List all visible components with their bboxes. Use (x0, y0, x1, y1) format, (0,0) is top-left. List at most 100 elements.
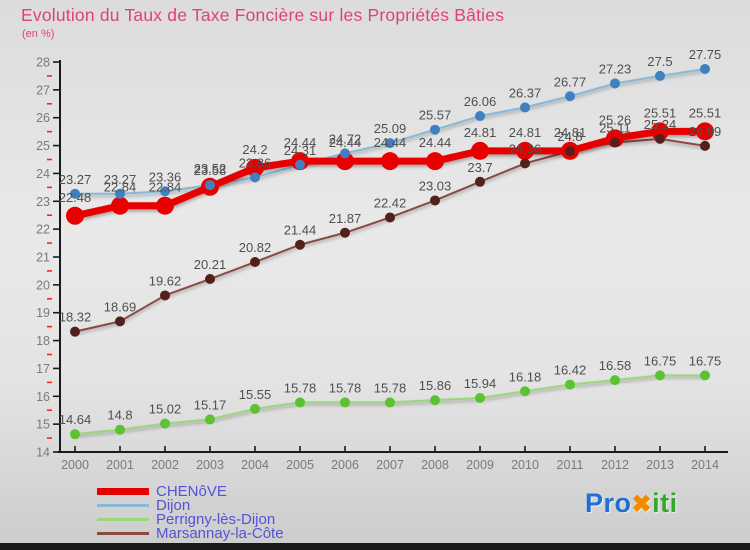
point-label-marsannay-la-cote: 20.21 (194, 257, 227, 272)
data-point-perrigny-les-dijon (655, 370, 665, 381)
y-tick-label: 18 (36, 334, 50, 348)
logo-text-pro: Pro (585, 488, 632, 518)
data-point-perrigny-les-dijon (250, 403, 260, 414)
data-point-perrigny-les-dijon (115, 424, 125, 435)
point-label-dijon: 23.58 (194, 163, 227, 178)
point-label-chenove: 22.84 (104, 180, 137, 195)
data-point-chenove (66, 206, 84, 225)
x-tick-label: 2012 (601, 458, 629, 472)
legend-label: Dijon (156, 497, 191, 515)
point-label-perrigny-les-dijon: 16.42 (554, 363, 587, 378)
x-tick-label: 2010 (511, 458, 539, 472)
data-point-chenove (156, 196, 174, 215)
point-label-dijon: 24.31 (284, 143, 317, 158)
data-point-dijon (655, 70, 665, 81)
y-tick-label: 27 (36, 83, 50, 97)
point-label-chenove: 25.51 (644, 105, 677, 120)
x-tick-label: 2001 (106, 458, 134, 472)
y-tick-label: 19 (36, 306, 50, 320)
point-label-chenove: 24.81 (464, 125, 497, 140)
data-point-dijon (700, 63, 710, 74)
data-point-perrigny-les-dijon (520, 386, 530, 397)
point-label-marsannay-la-cote: 25.24 (644, 117, 677, 132)
point-label-dijon: 26.37 (509, 85, 542, 100)
proxiti-logo[interactable]: Pro✖iti (585, 488, 678, 519)
point-label-perrigny-les-dijon: 15.86 (419, 378, 452, 393)
point-label-chenove: 24.44 (419, 135, 452, 150)
data-point-perrigny-les-dijon (160, 418, 170, 429)
chart-subtitle: (en %) (22, 28, 55, 40)
point-label-dijon: 23.86 (239, 155, 272, 170)
point-label-perrigny-les-dijon: 16.18 (509, 369, 542, 384)
legend-label: Marsannay-la-Côte (156, 524, 284, 542)
x-tick-label: 2003 (196, 458, 224, 472)
legend-label: CHENôVE (156, 483, 227, 501)
x-tick-label: 2005 (286, 458, 314, 472)
data-point-perrigny-les-dijon (70, 429, 80, 440)
chart-legend: CHENôVE Dijon Perrigny-lès-Dijon Marsannay-… (97, 483, 284, 542)
data-point-chenove (516, 141, 534, 160)
data-point-marsannay-la-cote (115, 316, 125, 327)
data-point-marsannay-la-cote (340, 227, 350, 238)
y-tick-label: 17 (36, 362, 50, 376)
data-point-perrigny-les-dijon (385, 397, 395, 408)
legend-item-marsannay-la-cote: Marsannay-la-Côte (97, 524, 284, 542)
y-tick-label: 20 (36, 278, 50, 292)
data-point-chenove (696, 122, 714, 141)
point-label-chenove: 23.52 (194, 161, 227, 176)
point-label-marsannay-la-cote: 20.82 (239, 240, 272, 255)
point-label-dijon: 27.75 (689, 47, 722, 62)
point-label-dijon: 25.57 (419, 108, 452, 123)
point-label-perrigny-les-dijon: 16.75 (689, 353, 722, 368)
legend-item-chenove: CHENôVE (97, 483, 284, 501)
point-label-marsannay-la-cote: 24.8 (557, 129, 582, 144)
data-point-perrigny-les-dijon (340, 397, 350, 408)
point-label-marsannay-la-cote: 18.69 (104, 299, 137, 314)
point-label-perrigny-les-dijon: 14.64 (59, 412, 92, 427)
point-label-chenove: 24.81 (509, 125, 542, 140)
x-tick-label: 2006 (331, 458, 359, 472)
data-point-dijon (160, 186, 170, 197)
y-tick-label: 24 (36, 167, 50, 181)
chart-canvas: 14 15 16 17 18 19 20 21 22 23 24 25 26 27 28 2000 2001 20… (36, 47, 728, 472)
data-point-marsannay-la-cote (655, 133, 665, 144)
data-point-dijon (205, 180, 215, 191)
point-label-marsannay-la-cote: 19.62 (149, 273, 182, 288)
legend-line-swatch (97, 531, 149, 535)
legend-line-swatch (97, 488, 149, 496)
data-point-marsannay-la-cote (70, 326, 80, 337)
x-tick-label: 2014 (691, 458, 719, 472)
data-point-marsannay-la-cote (520, 158, 530, 169)
point-label-marsannay-la-cote: 21.87 (329, 211, 362, 226)
data-point-marsannay-la-cote (700, 140, 710, 151)
point-label-chenove: 24.81 (554, 125, 587, 140)
legend-item-dijon: Dijon (97, 497, 284, 515)
data-point-dijon (295, 159, 305, 170)
point-label-chenove: 22.84 (149, 180, 182, 195)
data-point-dijon (475, 111, 485, 122)
point-label-chenove: 25.51 (689, 105, 722, 120)
point-label-chenove: 24.44 (374, 135, 407, 150)
point-label-marsannay-la-cote: 24.36 (509, 141, 542, 156)
data-point-perrigny-les-dijon (430, 395, 440, 406)
point-label-perrigny-les-dijon: 15.55 (239, 387, 272, 402)
point-label-marsannay-la-cote: 23.7 (467, 160, 492, 175)
logo-x-icon: ✖ (631, 491, 653, 518)
data-point-chenove (246, 158, 264, 177)
data-point-dijon (565, 91, 575, 102)
y-tick-label: 16 (36, 390, 50, 404)
data-point-chenove (381, 152, 399, 171)
point-label-dijon: 23.27 (104, 172, 137, 187)
data-point-perrigny-les-dijon (295, 397, 305, 408)
y-tick-label: 21 (36, 251, 50, 265)
y-tick-label: 23 (36, 195, 50, 209)
logo-text-iti: iti (652, 488, 678, 518)
y-tick-label: 15 (36, 418, 50, 432)
data-point-perrigny-les-dijon (610, 375, 620, 386)
x-tick-label: 2000 (61, 458, 89, 472)
legend-item-perrigny-les-dijon: Perrigny-lès-Dijon (97, 512, 284, 527)
point-label-perrigny-les-dijon: 16.75 (644, 353, 677, 368)
data-point-marsannay-la-cote (385, 212, 395, 223)
point-label-dijon: 26.06 (464, 94, 497, 109)
data-point-dijon (70, 188, 80, 199)
